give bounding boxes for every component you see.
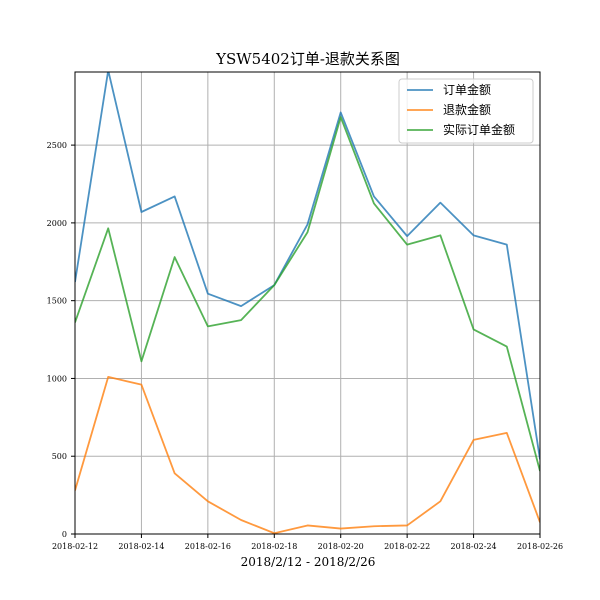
series-line-3 bbox=[75, 116, 540, 472]
x-axis-label: 2018/2/12 - 2018/2/26 bbox=[241, 555, 376, 569]
chart-title: YSW5402订单-退款关系图 bbox=[215, 50, 400, 68]
plot-frame bbox=[74, 71, 541, 535]
x-tick-label: 2018-02-26 bbox=[517, 542, 563, 551]
y-tick-label: 0 bbox=[62, 530, 67, 539]
x-tick-label: 2018-02-22 bbox=[384, 542, 430, 551]
x-tick-label: 2018-02-20 bbox=[318, 542, 364, 551]
y-tick-label: 500 bbox=[52, 452, 67, 461]
legend-label: 退款金额 bbox=[443, 102, 491, 117]
legend-box bbox=[398, 78, 534, 144]
x-axis: 2018-02-12 2018-02-14 2018-02-16 2018-02-18… bbox=[52, 534, 563, 551]
x-tick-label: 2018-02-14 bbox=[118, 542, 164, 551]
y-axis: 0 500 1000 1500 2000 2500 bbox=[47, 141, 75, 539]
y-tick-label: 1000 bbox=[47, 374, 67, 383]
x-tick-label: 2018-02-12 bbox=[52, 542, 98, 551]
y-tick-label: 2000 bbox=[47, 219, 67, 228]
legend-label: 实际订单金额 bbox=[443, 122, 515, 137]
y-tick-label: 1500 bbox=[47, 297, 67, 306]
legend-label: 订单金额 bbox=[443, 82, 491, 97]
x-tick-label: 2018-02-18 bbox=[251, 542, 297, 551]
y-tick-label: 2500 bbox=[47, 141, 67, 150]
series-line-1 bbox=[75, 72, 540, 460]
x-tick-label: 2018-02-16 bbox=[185, 542, 231, 551]
x-tick-label: 2018-02-24 bbox=[451, 542, 497, 551]
series-line-2 bbox=[75, 375, 540, 534]
series-layer bbox=[75, 72, 540, 534]
